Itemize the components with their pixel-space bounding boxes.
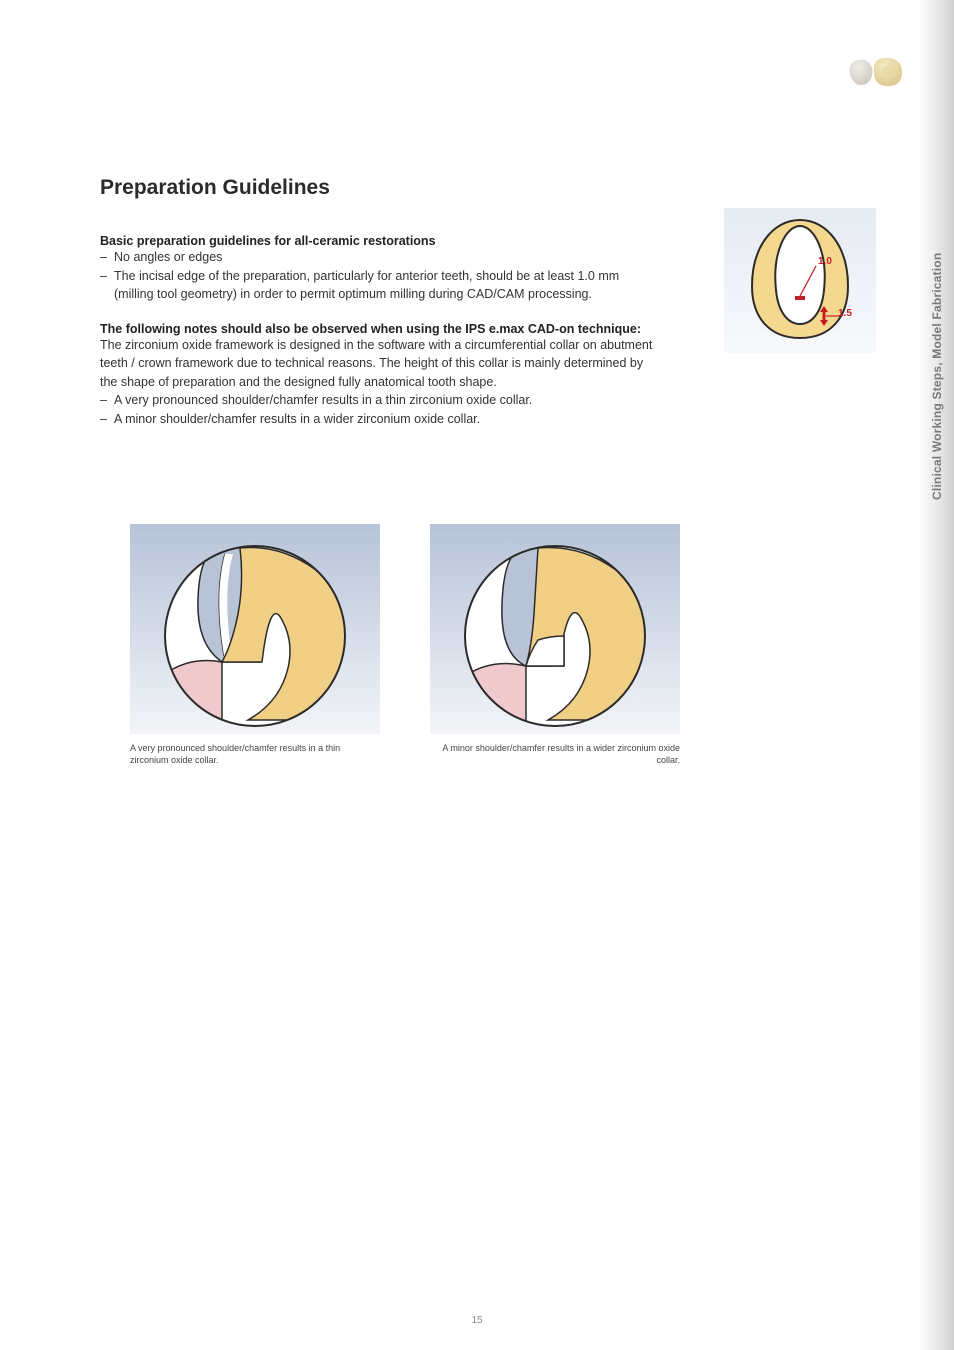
page-right-edge-gradient	[918, 0, 954, 1350]
list-item: A minor shoulder/chamfer results in a wi…	[100, 410, 660, 429]
section-cad-on-notes: The following notes should also be obser…	[100, 322, 660, 429]
main-content: Preparation Guidelines Basic preparation…	[100, 176, 660, 428]
tooth-thumbnail-icon	[844, 54, 906, 88]
prep-dimensions-diagram: 1.0 1.5	[724, 208, 876, 353]
figure-minor-shoulder: A minor shoulder/chamfer results in a wi…	[430, 524, 680, 766]
list-item: The incisal edge of the preparation, par…	[100, 267, 660, 304]
diagram-label-shoulder: 1.5	[838, 308, 852, 319]
section-basic-guidelines: Basic preparation guidelines for all-cer…	[100, 234, 660, 304]
section1-title: Basic preparation guidelines for all-cer…	[100, 234, 660, 248]
diagram-label-incisal: 1.0	[818, 256, 832, 267]
side-tab-label: Clinical Working Steps, Model Fabricatio…	[930, 240, 944, 500]
section2-list: A very pronounced shoulder/chamfer resul…	[100, 391, 660, 428]
page-title: Preparation Guidelines	[100, 176, 660, 200]
section1-list: No angles or edges The incisal edge of t…	[100, 248, 660, 304]
section2-title: The following notes should also be obser…	[100, 322, 660, 336]
page-number: 15	[0, 1315, 954, 1326]
figures-row: A very pronounced shoulder/chamfer resul…	[130, 524, 680, 766]
list-item: No angles or edges	[100, 248, 660, 267]
figure-pronounced-shoulder: A very pronounced shoulder/chamfer resul…	[130, 524, 380, 766]
figure-caption-left: A very pronounced shoulder/chamfer resul…	[130, 742, 380, 766]
section2-intro: The zirconium oxide framework is designe…	[100, 336, 660, 392]
figure-caption-right: A minor shoulder/chamfer results in a wi…	[430, 742, 680, 766]
list-item: A very pronounced shoulder/chamfer resul…	[100, 391, 660, 410]
